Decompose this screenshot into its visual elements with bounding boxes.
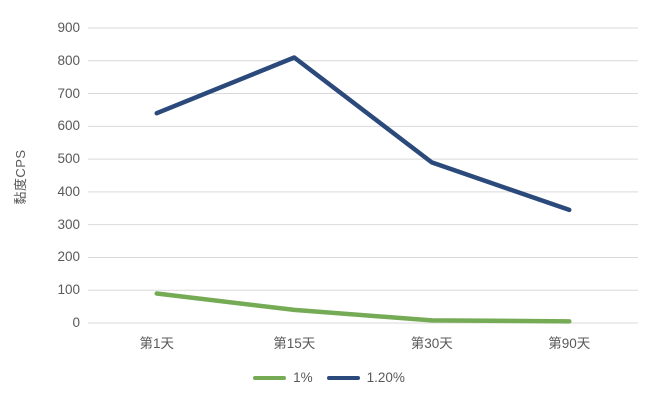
legend-swatch	[326, 375, 360, 380]
series-lines	[154, 55, 572, 324]
y-axis-title: 黏度CPS	[13, 149, 28, 205]
gridlines	[88, 27, 638, 324]
y-tick-label: 800	[57, 52, 80, 68]
series-line-1%	[154, 291, 572, 324]
legend-item-1%: 1%	[253, 370, 313, 385]
y-tick-label: 600	[57, 118, 80, 134]
y-tick-label: 300	[57, 216, 80, 232]
y-tick-label: 700	[57, 85, 80, 101]
legend-item-1.20%: 1.20%	[326, 370, 405, 385]
y-tick-label: 500	[57, 151, 80, 167]
y-tick-label: 200	[57, 249, 80, 265]
y-tick-label: 100	[57, 282, 80, 298]
y-tick-label: 400	[57, 183, 80, 199]
legend: 1% 1.20%	[0, 370, 658, 385]
series-line-1.20%	[154, 55, 572, 213]
y-tick-label: 0	[72, 315, 80, 330]
legend-label: 1%	[293, 370, 313, 385]
x-category-label: 第15天	[273, 336, 316, 351]
legend-label: 1.20%	[366, 370, 405, 385]
x-category-label: 第1天	[139, 336, 174, 351]
y-tick-label: 900	[57, 20, 80, 35]
x-category-label: 第90天	[548, 336, 591, 351]
x-category-label: 第30天	[410, 336, 453, 351]
legend-swatch	[253, 375, 287, 380]
